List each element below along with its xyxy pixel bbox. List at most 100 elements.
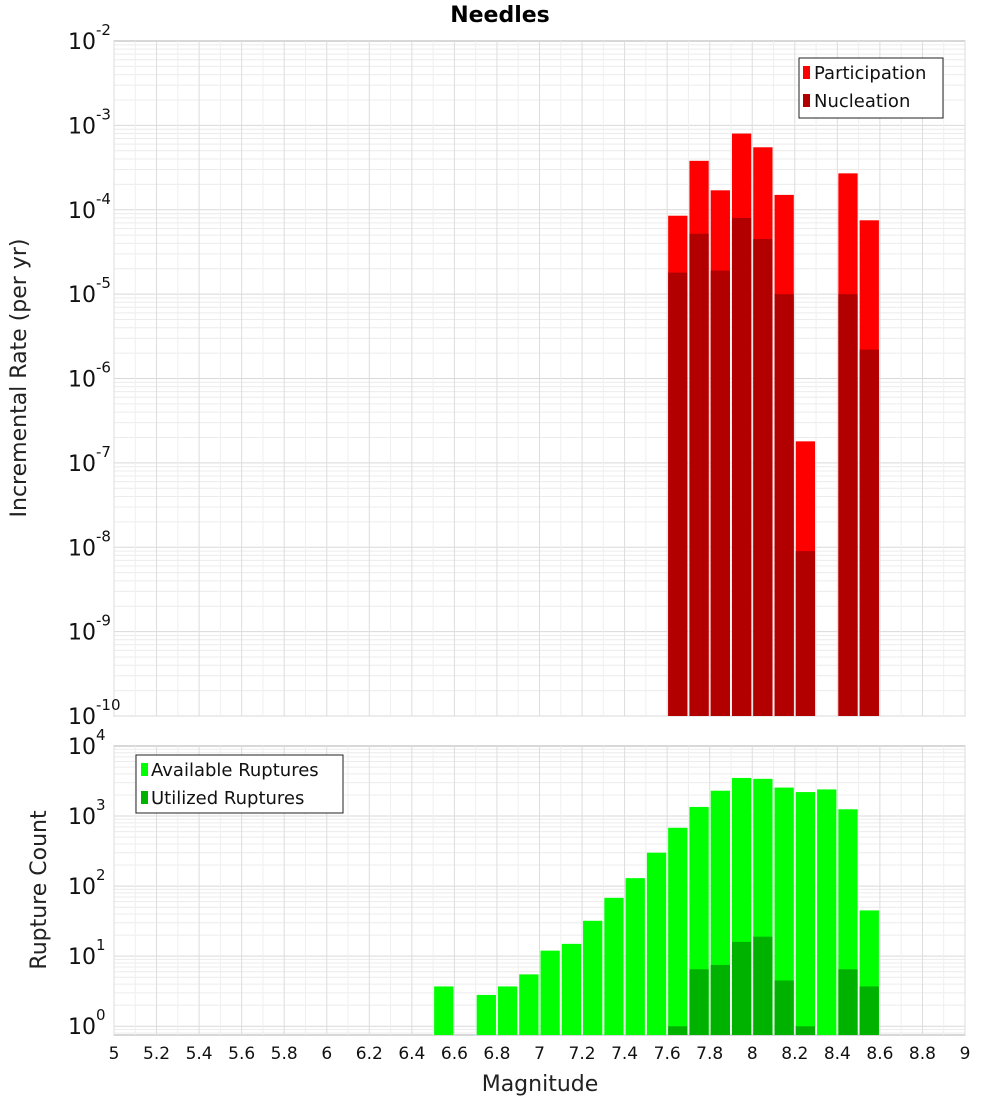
legend-swatch-nucleation [803, 94, 810, 107]
legend-swatch-utilized [141, 791, 148, 804]
bottom-y-tick-base: 10 [68, 875, 96, 900]
bottom-y-tick-base: 10 [68, 805, 96, 830]
x-tick-label: 8.8 [909, 1044, 936, 1064]
top-y-tick-base: 10 [68, 368, 96, 393]
bar-nucleation [795, 551, 816, 716]
bar-nucleation [710, 270, 730, 716]
chart-title: Needles [450, 3, 550, 28]
x-tick-label: 9 [960, 1044, 971, 1064]
top-y-tick-exponent: -4 [96, 190, 111, 208]
bottom-y-tick-base: 10 [68, 735, 96, 760]
bottom-y-tick-exponent: 3 [96, 796, 106, 814]
x-tick-label: 8.6 [866, 1044, 893, 1064]
bar-available-ruptures [476, 994, 496, 1035]
top-y-tick-exponent: -6 [96, 359, 111, 377]
bar-utilized-ruptures [668, 1026, 688, 1035]
bottom-y-tick-base: 10 [68, 1015, 96, 1040]
bar-utilized-ruptures [795, 1026, 816, 1035]
bar-nucleation [668, 272, 688, 716]
legend-label-nucleation: Nucleation [814, 91, 910, 112]
x-tick-label: 5.2 [143, 1044, 170, 1064]
bar-available-ruptures [646, 852, 667, 1035]
legend-label-utilized: Utilized Ruptures [151, 788, 304, 809]
bar-nucleation [753, 239, 773, 716]
x-tick-label: 7.4 [611, 1044, 638, 1064]
top-y-tick-base: 10 [68, 114, 96, 139]
bottom-legend-box [135, 754, 344, 814]
top-y-tick-base: 10 [68, 30, 96, 55]
bottom-legend: Available Ruptures Utilized Ruptures [135, 754, 344, 814]
bottom-y-tick-base: 10 [68, 945, 96, 970]
top-y-tick-base: 10 [68, 452, 96, 477]
x-tick-label: 6 [321, 1044, 332, 1064]
top-y-tick-exponent: -3 [96, 105, 111, 123]
bar-available-ruptures [497, 986, 518, 1035]
x-tick-label: 7.2 [569, 1044, 596, 1064]
x-tick-label: 8.4 [824, 1044, 851, 1064]
top-y-tick-exponent: -5 [96, 274, 111, 292]
x-tick-label: 7 [534, 1044, 545, 1064]
bar-available-ruptures [434, 986, 454, 1035]
bar-available-ruptures [817, 789, 837, 1035]
bar-available-ruptures [774, 787, 794, 1035]
bar-nucleation [731, 217, 752, 716]
bar-available-ruptures [583, 920, 603, 1035]
top-y-tick-base: 10 [68, 705, 96, 730]
bottom-y-tick-exponent: 2 [96, 866, 106, 884]
x-tick-label: 6.6 [441, 1044, 468, 1064]
bottom-y-tick-exponent: 4 [96, 726, 106, 744]
x-tick-label: 8.2 [781, 1044, 808, 1064]
legend-label-participation: Participation [814, 63, 926, 84]
bottom-y-tick-exponent: 1 [96, 936, 106, 954]
bottom-x-ticks: 5 5.2 5.4 5.6 5.8 6 6.2 6.4 6.6 6.8 7 7.2 7.4 7.6 7.8 8… [109, 1044, 971, 1064]
bar-available-ruptures [519, 974, 539, 1035]
bar-utilized-ruptures [774, 980, 794, 1035]
legend-swatch-available [141, 763, 148, 776]
bar-available-ruptures [795, 792, 816, 1035]
top-y-tick-base: 10 [68, 536, 96, 561]
x-tick-label: 5.8 [271, 1044, 298, 1064]
bar-available-ruptures [561, 943, 582, 1035]
bar-available-ruptures [668, 827, 688, 1035]
bar-available-ruptures [604, 897, 624, 1035]
x-tick-label: 7.8 [696, 1044, 723, 1064]
x-tick-label: 6.2 [356, 1044, 383, 1064]
bar-nucleation [859, 349, 879, 716]
x-tick-label: 5.4 [186, 1044, 213, 1064]
top-y-tick-exponent: -10 [96, 696, 121, 714]
bottom-y-tick-exponent: 0 [96, 1006, 106, 1024]
bar-available-ruptures [540, 950, 560, 1035]
bar-nucleation [774, 294, 794, 716]
bar-utilized-ruptures [710, 964, 730, 1035]
top-y-tick-exponent: -8 [96, 527, 111, 545]
top-legend-box [798, 57, 944, 119]
x-tick-label: 6.8 [483, 1044, 510, 1064]
top-y-axis-label: Incremental Rate (per yr) [7, 239, 32, 518]
x-tick-label: 8 [747, 1044, 758, 1064]
top-y-tick-exponent: -7 [96, 443, 111, 461]
top-gridlines [113, 41, 966, 717]
x-tick-label: 7.6 [654, 1044, 681, 1064]
top-y-tick-base: 10 [68, 283, 96, 308]
x-tick-label: 6.4 [398, 1044, 425, 1064]
legend-label-available: Available Ruptures [151, 760, 319, 781]
top-legend: Participation Nucleation [798, 57, 944, 119]
top-y-tick-base: 10 [68, 621, 96, 646]
bar-available-ruptures [625, 878, 645, 1035]
x-tick-label: 5 [109, 1044, 120, 1064]
bar-utilized-ruptures [753, 936, 773, 1035]
bottom-bars [434, 777, 879, 1035]
bar-utilized-ruptures [689, 969, 709, 1035]
top-y-tick-exponent: -2 [96, 21, 111, 39]
legend-swatch-participation [803, 66, 810, 79]
x-axis-label: Magnitude [482, 1072, 599, 1097]
top-bars [668, 133, 879, 717]
top-y-tick-exponent: -9 [96, 612, 111, 630]
bar-nucleation [689, 233, 709, 716]
bottom-y-axis-label: Rupture Count [27, 810, 52, 970]
x-tick-label: 5.6 [228, 1044, 255, 1064]
bar-utilized-ruptures [859, 986, 879, 1035]
